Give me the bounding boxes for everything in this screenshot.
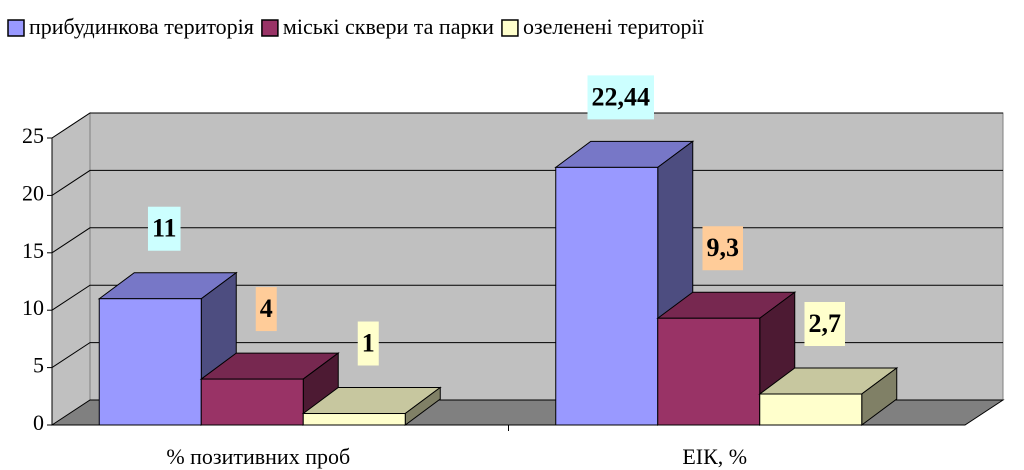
bar — [199, 352, 340, 426]
x-tick-label: ЕІК, % — [682, 444, 747, 469]
bar-front — [759, 393, 863, 426]
value-label: 22,44 — [592, 82, 651, 111]
bar — [301, 386, 442, 426]
value-label-box — [804, 302, 845, 347]
grid-line — [51, 169, 1003, 196]
legend-label: озеленені території — [523, 14, 705, 39]
grid-line — [51, 227, 1003, 254]
bar-front — [98, 298, 202, 426]
value-label-box — [255, 287, 277, 332]
y-tick-label: 15 — [22, 238, 44, 263]
y-tick-label: 0 — [33, 410, 44, 435]
y-tick-label: 10 — [22, 295, 44, 320]
bar — [656, 291, 797, 426]
grid-line — [51, 112, 1003, 139]
bar — [758, 367, 899, 426]
value-label: 1 — [362, 328, 375, 357]
y-tick-label: 25 — [22, 123, 44, 148]
bar — [554, 140, 695, 426]
bar-front — [657, 317, 761, 426]
y-tick-label: 20 — [22, 180, 44, 205]
legend-swatch — [7, 19, 25, 37]
bar-front — [200, 378, 304, 426]
x-tick-label: % позитивних проб — [166, 444, 350, 469]
value-label: 11 — [152, 214, 177, 243]
legend-label: прибудинкова територія — [29, 14, 254, 39]
value-label: 4 — [260, 294, 273, 323]
legend-swatch — [261, 19, 279, 37]
legend-swatch — [501, 19, 519, 37]
y-tick-label: 5 — [33, 353, 44, 378]
value-label-box — [357, 321, 379, 366]
value-label: 2,7 — [809, 309, 842, 338]
grid-line — [51, 284, 1003, 311]
value-label: 9,3 — [707, 233, 740, 262]
legend-label: міські сквери та парки — [283, 14, 494, 39]
bar — [97, 271, 238, 426]
bar-front — [302, 413, 406, 426]
side-wall — [51, 112, 91, 426]
value-label-box — [587, 75, 654, 120]
value-label-box — [147, 206, 181, 251]
value-label-box — [702, 226, 743, 271]
bar-front — [555, 166, 659, 426]
